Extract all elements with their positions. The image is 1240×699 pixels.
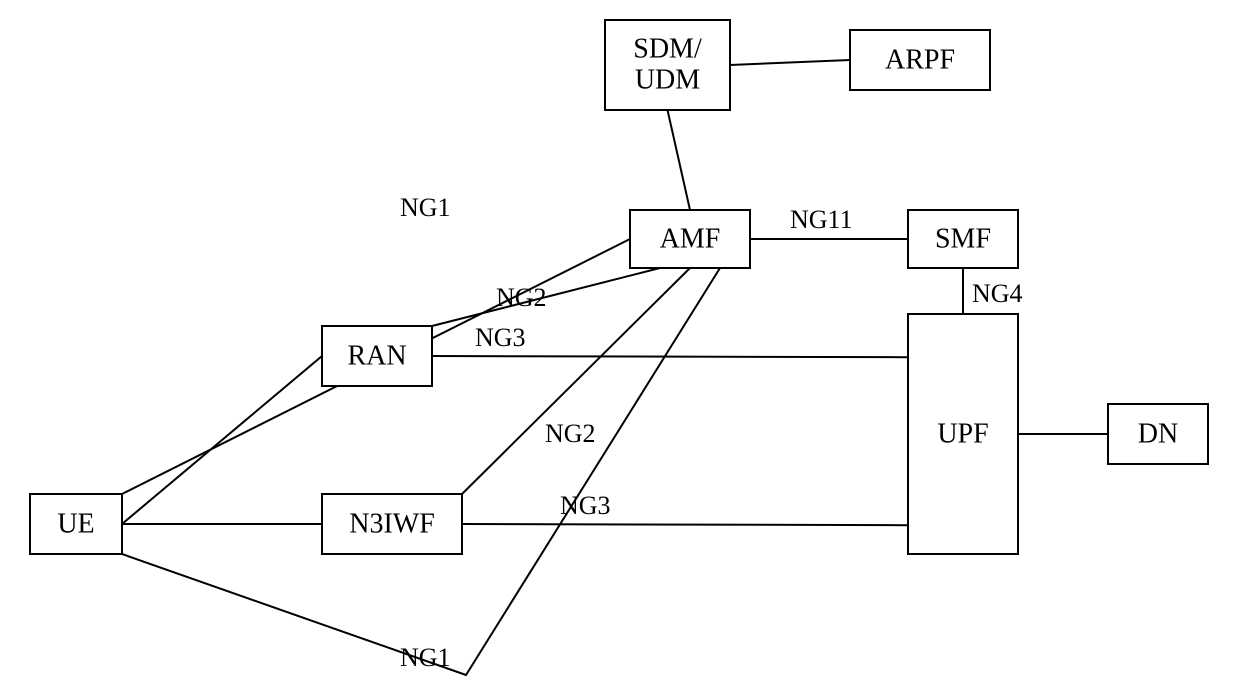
edge-label-ng3-5: NG3 [475,323,526,352]
node-smf: SMF [908,210,1018,268]
node-label-amf: AMF [660,223,721,254]
node-label-dn: DN [1138,418,1178,449]
edge-ue-ran [122,356,322,524]
nodes: UE RAN N3IWF AMF SDM/UDM ARPF SMF UPF DN [30,20,1208,554]
node-n3iwf: N3IWF [322,494,462,554]
node-upf: UPF [908,314,1018,554]
edge-label-ng4-11: NG4 [972,279,1023,308]
network-diagram: NG1 NG1 NG2 NG3 NG2 NG3 NG11 NG4 UE RAN N3IWF AMF SD… [0,0,1240,699]
edge-n3iwf-upf [462,524,908,525]
node-arpf: ARPF [850,30,990,90]
node-label-ran: RAN [347,340,406,371]
edge-ran-upf [432,356,908,357]
node-label-n3iwf: N3IWF [349,508,435,539]
node-dn: DN [1108,404,1208,464]
node-ue: UE [30,494,122,554]
edge-label-ng2-4: NG2 [496,283,547,312]
node-label-upf: UPF [937,418,988,449]
node-label-arpf: ARPF [885,44,955,75]
node-label-smf: SMF [935,223,991,254]
edge-label-ng1-0: NG1 [400,193,451,222]
edge-sdm-arpf [730,60,850,65]
node-label-ue: UE [57,508,94,539]
node-label-sdm: SDM/UDM [633,34,702,96]
node-ran: RAN [322,326,432,386]
node-amf: AMF [630,210,750,268]
node-sdm: SDM/UDM [605,20,730,110]
edge-label-ng11-10: NG11 [790,205,853,234]
edge-amf-sdm [668,110,691,210]
edge-label-ng3-7: NG3 [560,491,611,520]
edge-label-ng2-6: NG2 [545,419,596,448]
edge-label-ng1-3: NG1 [400,643,451,672]
